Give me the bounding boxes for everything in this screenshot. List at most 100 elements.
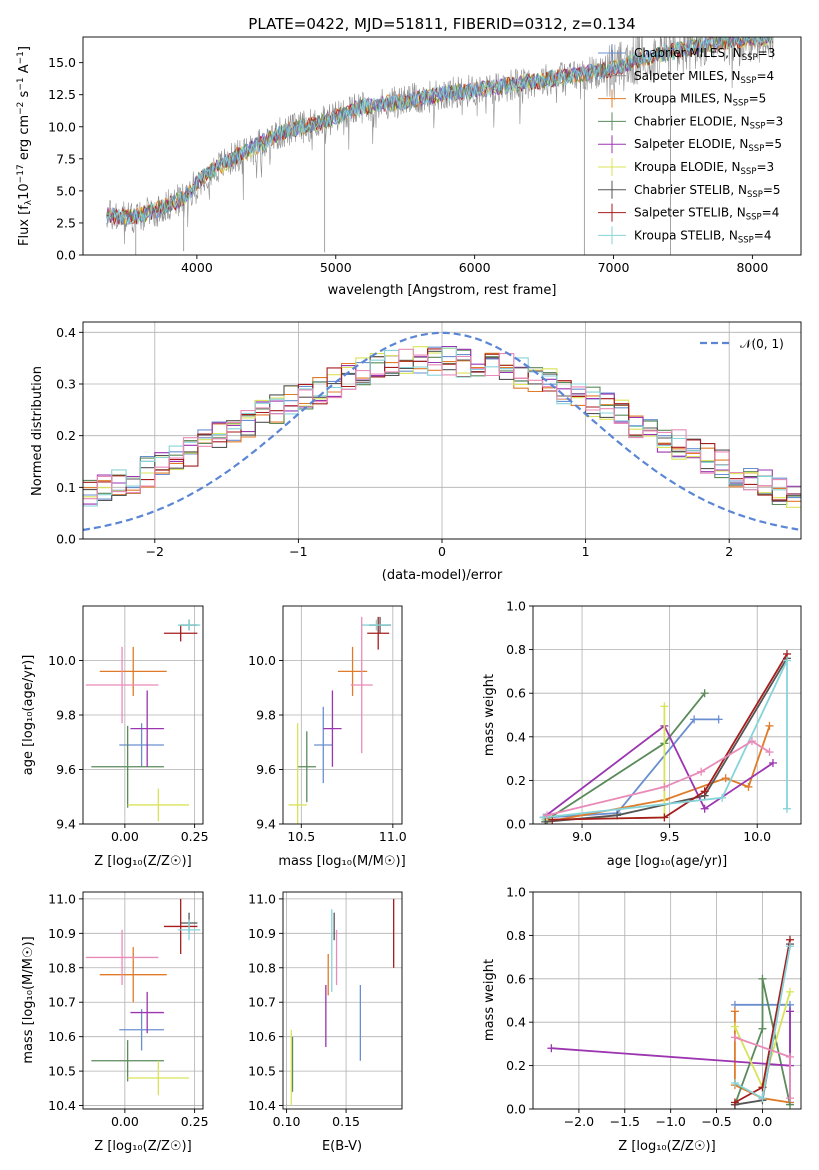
plot-area (290, 898, 395, 1106)
x-axis-label: age [log₁₀(age/yr)] (607, 854, 728, 869)
plot-area (85, 619, 201, 822)
y-tick-label: 10.7 (48, 995, 76, 1010)
legend-label-value: =4 (756, 69, 774, 83)
histogram-step-line (83, 348, 801, 500)
y-tick-label: 10.0 (48, 653, 76, 668)
weight-series-line (543, 660, 788, 819)
legend-label: Chabrier MILES, NSSP=3 (634, 46, 775, 63)
y-tick-label: 11.0 (48, 891, 76, 906)
y-axis-label-part: erg cm (17, 115, 32, 164)
legend-label-sub: SSP (741, 167, 757, 177)
legend-label-value: =3 (756, 160, 774, 174)
x-tick-label: −1 (289, 544, 307, 559)
plot-frame (282, 605, 403, 825)
chart-title: PLATE=0422, MJD=51811, FIBERID=0312, z=0… (248, 15, 635, 33)
y-tick-label: 0.0 (506, 817, 526, 832)
plot-area (539, 649, 791, 824)
plot-frame (82, 891, 204, 1110)
y-tick-label: 9.4 (56, 817, 76, 832)
plot-area (106, 37, 774, 255)
legend-label-value: =3 (766, 114, 784, 128)
y-tick-label: 9.4 (256, 817, 276, 832)
y-axis-label: Normed distribution (30, 366, 45, 496)
y-tick-label: 10.4 (248, 1098, 276, 1113)
grid (283, 606, 402, 825)
legend-label-text: Chabrier ELODIE, N (634, 114, 750, 128)
legend-label: Chabrier ELODIE, NSSP=3 (634, 114, 783, 131)
x-tick-label: 11.0 (379, 829, 407, 844)
weight-series-line (542, 724, 774, 819)
legend-label: Salpeter STELIB, NSSP=4 (634, 206, 779, 223)
y-tick-label: 10.8 (48, 960, 76, 975)
plot-frame (532, 605, 802, 825)
y-axis-label: age [log₁₀(age/yr)] (21, 655, 36, 776)
model-fit-line (106, 37, 774, 226)
plot-area (83, 331, 801, 531)
plot-area (288, 616, 392, 824)
y-tick-label: 1.0 (506, 599, 526, 614)
weight-series-line (552, 653, 788, 821)
y-tick-label: 10.5 (248, 1064, 276, 1079)
y-axis-label-part: λ (24, 199, 34, 205)
x-axis-label: wavelength [Angstrom, rest frame] (328, 283, 557, 298)
x-tick-label: 10.5 (287, 829, 315, 844)
plot-frame (532, 891, 802, 1110)
y-tick-label: 11.0 (248, 891, 276, 906)
legend-label: Kroupa ELODIE, NSSP=3 (634, 160, 774, 177)
x-tick-label: 0.00 (111, 1114, 139, 1129)
plot-frame (82, 321, 802, 540)
plot-frame (82, 36, 802, 256)
y-axis-label: mass weight (482, 959, 497, 1041)
x-axis-label: Z [log₁₀(Z/Z☉)] (94, 854, 191, 869)
x-tick-label: 10.0 (743, 829, 771, 844)
y-tick-label: 0.6 (506, 971, 526, 986)
legend-label: Salpeter ELODIE, NSSP=5 (634, 137, 782, 154)
x-axis-label: Z [log₁₀(Z/Z☉)] (618, 1139, 715, 1154)
legend-label: Chabrier STELIB, NSSP=5 (634, 183, 781, 200)
x-axis-label: Z [log₁₀(Z/Z☉)] (94, 1139, 191, 1154)
y-tick-label: 0.4 (56, 325, 76, 340)
y-tick-label: 0.2 (506, 1058, 526, 1073)
grid (83, 892, 203, 1109)
legend-label: 𝒩(0, 1) (740, 337, 784, 351)
y-tick-label: 10.9 (48, 926, 76, 941)
y-tick-label: 9.8 (256, 708, 276, 723)
y-tick-label: 5.0 (56, 183, 76, 198)
legend-label-sub: SSP (733, 99, 749, 109)
x-tick-label: 0.25 (181, 829, 209, 844)
x-tick-label: 2 (725, 544, 733, 559)
legend-label-sub: SSP (742, 53, 758, 63)
legend-label-text: Chabrier STELIB, N (634, 183, 747, 197)
y-tick-label: 0.6 (506, 686, 526, 701)
legend-label-sub: SSP (738, 235, 754, 245)
axes-mass-vs-EBV: 0.10 0.15 10.4 10.5 10.6 10.7 10.8 10.9 11.0 E(B-… (248, 891, 403, 1154)
legend-label-text: Salpeter MILES, N (634, 69, 741, 83)
legend-label-sub: SSP (747, 190, 763, 200)
x-tick-label: 6000 (459, 260, 491, 275)
legend-label-text: Kroupa ELODIE, N (634, 160, 741, 174)
y-axis-label-part: −1 (16, 77, 26, 90)
y-tick-label: 0.8 (506, 642, 526, 657)
legend-label-sub: SSP (746, 213, 762, 223)
x-tick-label: 4000 (181, 260, 213, 275)
x-tick-label: 9.5 (660, 829, 680, 844)
y-axis-label: mass weight (482, 674, 497, 756)
grid (83, 606, 203, 825)
x-tick-label: 9.0 (572, 829, 592, 844)
x-tick-label: 0.0 (753, 1114, 773, 1129)
x-tick-label: 8000 (736, 260, 768, 275)
y-axis-label-part: −1 (16, 51, 26, 64)
legend-label-sub: SSP (750, 121, 766, 131)
y-tick-label: 10.6 (48, 1029, 76, 1044)
y-axis-label-part: −2 (16, 102, 26, 115)
y-tick-label: 10.8 (248, 960, 276, 975)
y-tick-label: 10.9 (248, 926, 276, 941)
legend-label-sub: SSP (748, 144, 764, 154)
y-tick-label: 0.4 (506, 1015, 526, 1030)
y-axis-label: mass [log₁₀(M/M☉)] (21, 936, 36, 1063)
x-tick-label: −1.5 (610, 1114, 640, 1129)
x-tick-label: 0.25 (181, 1114, 209, 1129)
x-tick-label: −1.0 (655, 1114, 685, 1129)
